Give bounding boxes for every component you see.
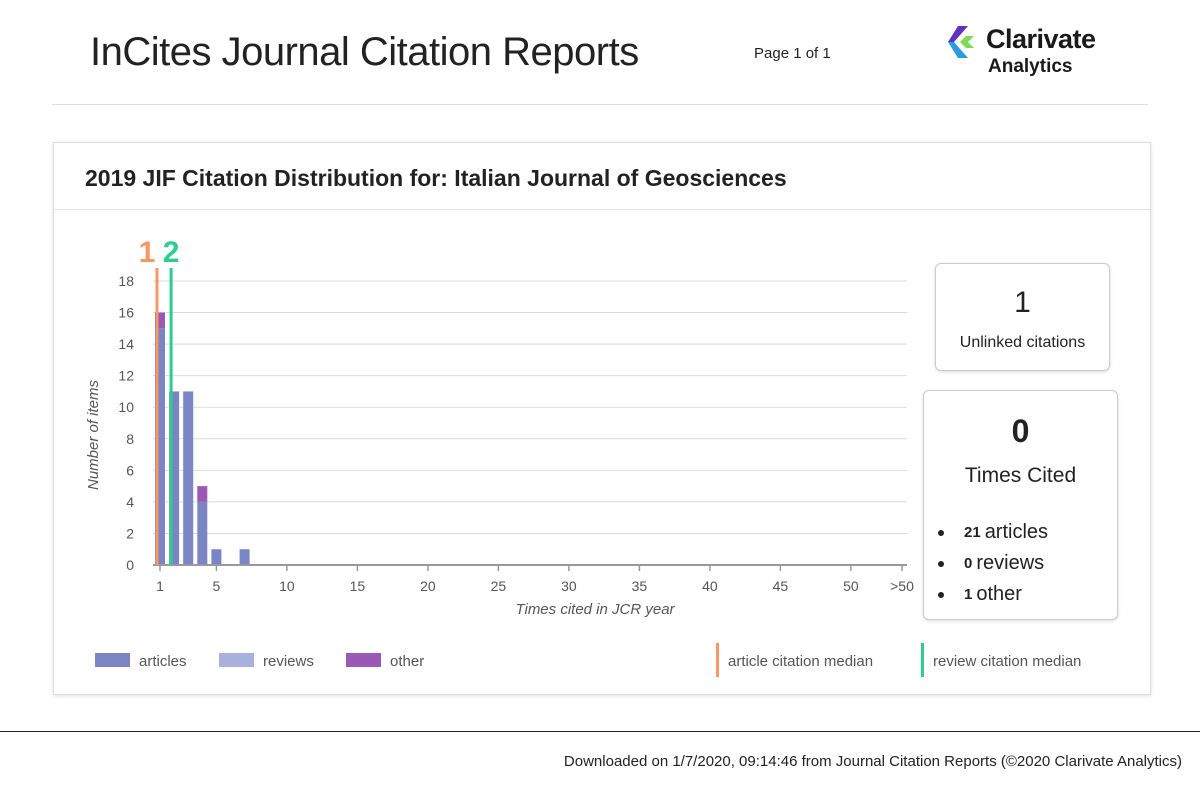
legend-other-swatch <box>346 653 381 667</box>
bullet-icon <box>938 529 944 536</box>
footer-download-note: Downloaded on 1/7/2020, 09:14:46 from Jo… <box>563 753 1182 770</box>
bars <box>155 312 250 565</box>
bar-articles <box>197 501 208 565</box>
times-cited-box: 0 Times Cited 21 articles 0 reviews 1 other <box>923 390 1118 620</box>
legend-article-median-label: article citation median <box>728 653 873 670</box>
clarivate-logo-icon <box>948 26 974 58</box>
unlinked-citations-value: 1 <box>1014 286 1031 319</box>
bar-articles <box>183 391 194 565</box>
x-tick-label: 45 <box>773 578 789 594</box>
breakdown-count: 21 <box>964 524 981 541</box>
y-axis-ticks: 0 2 4 6 8 10 12 14 16 18 <box>118 273 134 573</box>
x-tick-label: 20 <box>420 578 436 594</box>
list-item: 21 articles <box>938 517 1048 548</box>
bar-other <box>155 312 165 329</box>
page-title: InCites Journal Citation Reports <box>90 30 639 74</box>
legend: articles reviews other article citation … <box>95 643 1081 677</box>
y-tick-label: 18 <box>118 273 134 289</box>
y-tick-label: 16 <box>118 305 134 321</box>
x-axis-label: Times cited in JCR year <box>515 601 675 618</box>
median-label: 2 <box>163 236 180 269</box>
legend-reviews-label: reviews <box>263 653 314 670</box>
y-tick-label: 0 <box>126 557 134 573</box>
times-cited-breakdown: 21 articles 0 reviews 1 other <box>938 517 1048 610</box>
legend-review-median-label: review citation median <box>933 653 1081 670</box>
legend-articles-label: articles <box>139 653 187 670</box>
x-tick-label: >50 <box>890 578 914 594</box>
unlinked-citations-box: 1 Unlinked citations <box>935 263 1110 371</box>
clarivate-logo: Clarivate Analytics <box>944 22 1124 82</box>
x-tick-label: 40 <box>702 578 718 594</box>
y-tick-label: 4 <box>126 494 134 510</box>
legend-other-label: other <box>390 653 424 670</box>
footer-divider <box>0 731 1200 732</box>
bar-other <box>197 486 208 502</box>
logo-text-analytics: Analytics <box>988 56 1073 77</box>
x-tick-label: 5 <box>213 578 221 594</box>
legend-article-median-swatch <box>716 643 719 677</box>
breakdown-label: articles <box>984 521 1049 543</box>
header-divider <box>52 104 1148 105</box>
x-tick-label: 35 <box>632 578 648 594</box>
legend-reviews-swatch <box>219 653 254 667</box>
x-tick-label: 10 <box>279 578 295 594</box>
x-tick-label: 15 <box>350 578 366 594</box>
y-tick-label: 14 <box>118 336 134 352</box>
x-tick-label: 30 <box>561 578 577 594</box>
logo-text-clarivate: Clarivate <box>986 24 1096 54</box>
bullet-icon <box>938 591 944 598</box>
times-cited-label: Times Cited <box>964 464 1077 487</box>
y-axis-label: Number of items <box>85 379 102 490</box>
unlinked-citations-label: Unlinked citations <box>959 334 1086 351</box>
list-item: 0 reviews <box>938 548 1048 579</box>
times-cited-value: 0 <box>1011 413 1030 449</box>
breakdown-count: 0 <box>964 555 973 572</box>
bar-articles <box>239 549 250 565</box>
breakdown-count: 1 <box>964 586 973 603</box>
y-tick-label: 8 <box>126 431 134 447</box>
legend-articles-swatch <box>95 653 130 667</box>
bar-articles <box>211 549 222 565</box>
y-tick-label: 6 <box>126 462 134 478</box>
y-tick-label: 12 <box>118 368 134 384</box>
breakdown-label: reviews <box>976 552 1045 574</box>
breakdown-label: other <box>976 583 1022 605</box>
card-divider <box>54 209 1150 210</box>
list-item: 1 other <box>938 579 1048 610</box>
y-tick-label: 10 <box>118 399 134 415</box>
x-axis-ticks: 1 5 10 15 20 25 30 35 40 45 50 >50 <box>156 565 914 594</box>
y-tick-label: 2 <box>126 525 134 541</box>
x-tick-label: 25 <box>491 578 507 594</box>
bar-articles <box>155 328 165 565</box>
page-indicator: Page 1 of 1 <box>754 45 831 62</box>
grid-lines <box>153 280 907 534</box>
bullet-icon <box>938 560 944 567</box>
legend-review-median-swatch <box>921 643 924 677</box>
x-tick-label: 1 <box>156 578 164 594</box>
x-tick-label: 50 <box>843 578 859 594</box>
chart-title: 2019 JIF Citation Distribution for: Ital… <box>85 165 787 191</box>
median-label: 1 <box>139 236 156 269</box>
bar-articles <box>169 391 180 565</box>
